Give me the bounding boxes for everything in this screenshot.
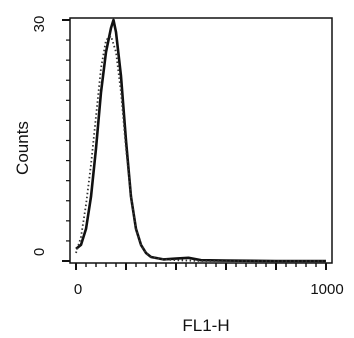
x-ticks (75, 263, 327, 270)
series-group (75, 18, 326, 263)
y-tick-label-0: 0 (31, 248, 48, 256)
plot-frame (69, 17, 333, 264)
y-tick-label-30: 30 (31, 16, 48, 33)
x-tick-label-1000: 1000 (310, 281, 343, 298)
x-axis-label: FL1-H (182, 316, 229, 335)
y-axis-label: Counts (13, 121, 32, 175)
x-tick-label-0: 0 (74, 281, 82, 298)
y-ticks (62, 19, 70, 262)
series-solid-line (75, 18, 326, 263)
